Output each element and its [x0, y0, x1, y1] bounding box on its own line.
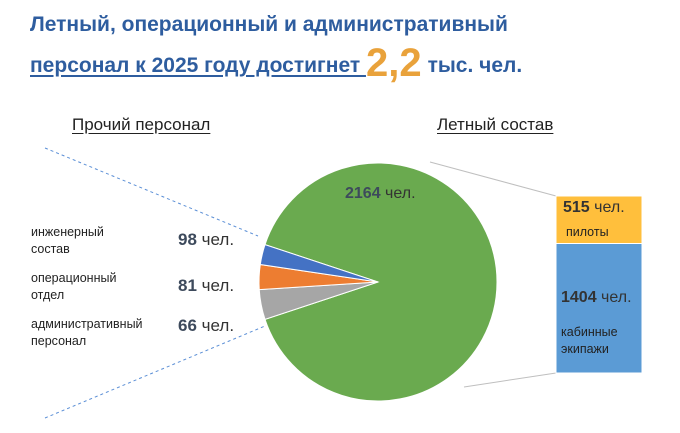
title-line-2-text: персонал к 2025 году достигнет	[30, 54, 366, 77]
ops-value-number: 81	[178, 276, 197, 295]
pie-slices	[258, 162, 498, 402]
guide-line-top	[44, 147, 259, 237]
pilots-value-number: 515	[563, 199, 590, 216]
adm-value-unit: чел.	[201, 316, 235, 335]
cabin-value-number: 1404	[561, 289, 597, 306]
adm-label-line2: персонал	[31, 334, 87, 348]
ops-label-line2: отдел	[31, 288, 65, 302]
cabin-label: кабинные экипажи	[561, 324, 618, 358]
ops-label: операционный отдел	[31, 270, 116, 304]
flight-value: 2164 чел.	[345, 185, 416, 203]
guide-line-bottom	[44, 325, 266, 419]
other-staff-heading: Прочий персонал	[72, 115, 211, 134]
eng-value-unit: чел.	[201, 230, 235, 249]
eng-value: 98 чел.	[178, 230, 234, 250]
flight-staff-heading: Летный состав	[437, 115, 554, 134]
adm-label-line1: административный	[31, 317, 143, 331]
flight-value-number: 2164	[345, 185, 381, 202]
eng-label-line2: состав	[31, 242, 70, 256]
pie-slice-0	[264, 162, 498, 402]
connector-top	[429, 161, 557, 197]
breakdown-segment-0	[555, 195, 643, 245]
title-line-2: персонал к 2025 году достигнет 2,2 тыс. ч…	[30, 41, 670, 85]
ops-value: 81 чел.	[178, 276, 234, 296]
cabin-value: 1404 чел.	[561, 289, 632, 307]
title-line-1: Летный, операционный и административный	[30, 13, 508, 36]
cabin-value-unit: чел.	[601, 289, 632, 306]
connector-bottom	[463, 372, 557, 388]
eng-label: инженерный состав	[31, 224, 104, 258]
pilots-value-unit: чел.	[594, 199, 625, 216]
adm-value: 66 чел.	[178, 316, 234, 336]
pilots-label: пилоты	[566, 225, 609, 239]
cabin-label-line2: экипажи	[561, 342, 609, 356]
chart-title: Летный, операционный и административный …	[30, 6, 670, 85]
title-total-value: 2,2	[365, 41, 422, 85]
pie-slice-3	[259, 243, 379, 283]
adm-label: административный персонал	[31, 316, 143, 350]
breakdown-bar	[555, 195, 643, 374]
eng-value-number: 98	[178, 230, 197, 249]
cabin-label-line1: кабинные	[561, 325, 618, 339]
eng-label-line1: инженерный	[31, 225, 104, 239]
flight-value-unit: чел.	[385, 185, 416, 202]
adm-value-number: 66	[178, 316, 197, 335]
ops-label-line1: операционный	[31, 271, 117, 285]
breakdown-segment-1	[555, 243, 643, 374]
title-total-unit: тыс. чел.	[427, 54, 523, 77]
ops-value-unit: чел.	[201, 276, 235, 295]
pilots-value: 515 чел.	[563, 199, 625, 217]
